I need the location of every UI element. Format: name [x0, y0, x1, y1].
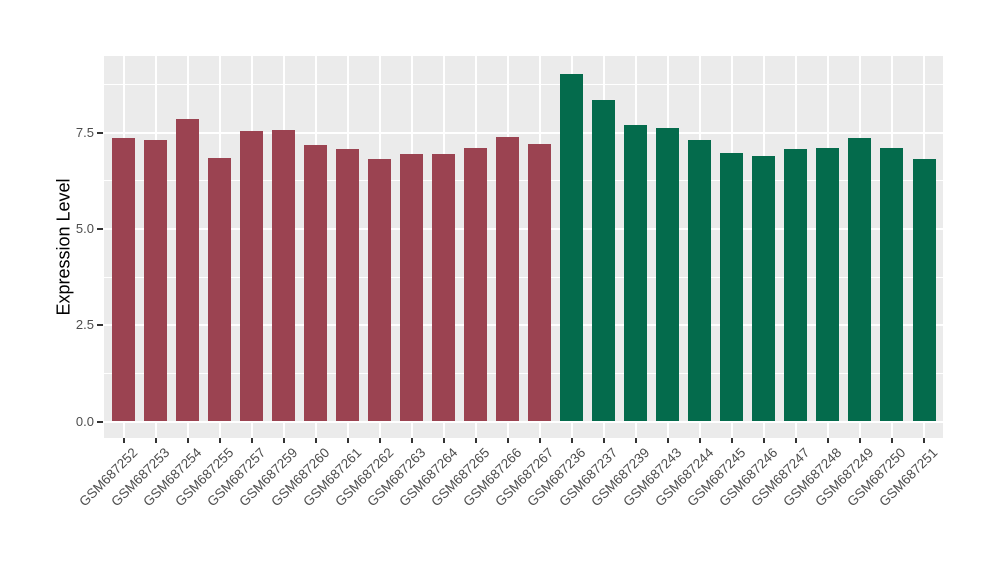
x-tick-mark [122, 438, 125, 443]
bar-GSM687237 [592, 99, 616, 422]
x-tick-mark [474, 438, 477, 443]
bar-GSM687260 [304, 145, 328, 422]
bar-GSM687259 [272, 130, 296, 422]
y-tick-label: 0.0 [75, 413, 94, 429]
x-tick-mark [218, 438, 221, 443]
x-tick-mark [826, 438, 829, 443]
bar-GSM687251 [912, 159, 936, 422]
y-tick-mark [97, 228, 103, 230]
x-tick-mark [698, 438, 701, 443]
x-tick-mark [570, 438, 573, 443]
h-gridline-minor [104, 276, 943, 278]
bar-GSM687265 [464, 148, 488, 422]
x-tick-mark [250, 438, 253, 443]
h-gridline-minor [104, 84, 943, 86]
y-tick-mark [97, 324, 103, 327]
y-tick-label: 2.5 [75, 317, 94, 333]
h-gridline-major [104, 420, 943, 423]
bar-GSM687239 [624, 125, 648, 422]
x-tick-mark [442, 438, 445, 443]
x-tick-mark [858, 438, 861, 443]
x-tick-mark [282, 438, 285, 443]
x-tick-mark [762, 438, 765, 443]
x-tick-mark [410, 438, 413, 443]
x-tick-mark [730, 438, 733, 443]
bar-GSM687252 [112, 137, 135, 422]
bar-GSM687263 [400, 154, 424, 422]
h-gridline-minor [104, 180, 943, 182]
bar-GSM687264 [432, 153, 456, 422]
x-tick-mark [538, 438, 541, 443]
h-gridline-major [104, 228, 943, 230]
bar-GSM687243 [656, 127, 680, 422]
bar-GSM687254 [176, 118, 200, 422]
bar-GSM687250 [880, 148, 904, 422]
bar-GSM687262 [368, 158, 392, 422]
x-tick-mark [794, 438, 797, 443]
h-gridline-minor [104, 372, 943, 374]
bar-GSM687261 [336, 149, 360, 422]
x-tick-mark [602, 438, 605, 443]
bar-GSM687257 [240, 130, 264, 422]
bar-GSM687255 [208, 157, 232, 422]
bar-GSM687249 [848, 138, 872, 422]
y-tick-mark [97, 420, 103, 423]
bar-GSM687248 [816, 147, 840, 422]
bar-GSM687267 [528, 144, 552, 422]
x-tick-mark [890, 438, 893, 443]
plot-panel [104, 56, 943, 438]
x-tick-mark [314, 438, 317, 443]
bar-GSM687244 [688, 140, 712, 422]
h-gridline-major [104, 324, 943, 327]
x-tick-mark [634, 438, 637, 443]
bar-GSM687245 [720, 153, 744, 422]
y-axis-title: Expression Level [53, 178, 74, 316]
h-gridline-major [104, 131, 943, 134]
y-tick-label: 5.0 [75, 221, 94, 236]
x-tick-mark [378, 438, 381, 443]
y-tick-mark [97, 131, 103, 134]
x-tick-mark [923, 438, 925, 443]
x-tick-mark [506, 438, 509, 443]
y-tick-label: 7.5 [75, 124, 94, 140]
bar-GSM687236 [560, 73, 584, 422]
bar-GSM687247 [784, 149, 808, 422]
bar-GSM687253 [144, 140, 168, 422]
bar-GSM687266 [496, 136, 520, 422]
x-tick-mark [154, 438, 157, 443]
x-tick-mark [186, 438, 189, 443]
x-tick-mark [666, 438, 669, 443]
x-tick-mark [346, 438, 349, 443]
bar-GSM687246 [752, 155, 776, 422]
